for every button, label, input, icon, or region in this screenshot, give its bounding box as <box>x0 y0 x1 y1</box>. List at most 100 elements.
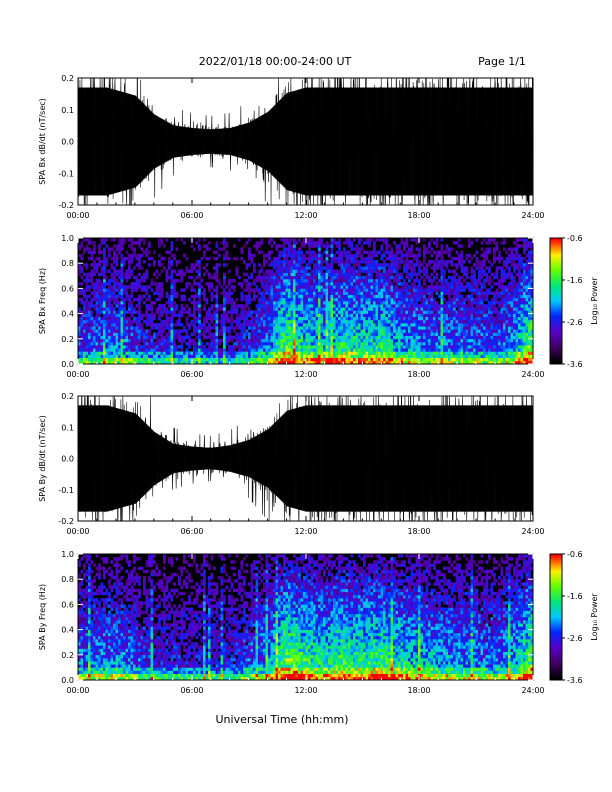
spectrogram-cell <box>315 301 319 305</box>
spectrogram-cell <box>315 357 319 362</box>
spectrogram-cell <box>190 354 194 358</box>
spectrogram-cell <box>165 313 169 318</box>
spectrogram-cell <box>298 341 301 346</box>
spectrogram-cell <box>303 360 306 365</box>
series-band <box>369 87 372 196</box>
spectrogram-cell <box>363 275 366 280</box>
spectrogram-cell <box>270 323 274 327</box>
spectrogram-cell <box>133 351 136 355</box>
spectrogram-cell <box>268 332 271 336</box>
spectrogram-cell <box>380 285 384 289</box>
spectrogram-cell <box>103 357 106 362</box>
spectrogram-cell <box>130 326 134 330</box>
spectrogram-cell <box>305 250 309 255</box>
spectrogram-cell <box>80 269 84 273</box>
spectrogram-cell <box>275 266 279 270</box>
spectrogram-cell <box>95 341 99 346</box>
spectrogram-cell <box>180 360 184 365</box>
spectrogram-cell <box>303 256 306 261</box>
spectrogram-cell <box>315 260 319 264</box>
spectrogram-cell <box>173 323 176 327</box>
spectrogram-cell <box>313 256 316 261</box>
spectrogram-cell <box>280 357 284 362</box>
spectrogram-cell <box>98 285 101 289</box>
spectrogram-cell <box>348 354 351 358</box>
spectrogram-cell <box>153 351 156 355</box>
spectrogram-cell <box>233 301 236 305</box>
spectrogram-cell <box>363 313 366 318</box>
spectrogram-cell <box>130 332 134 336</box>
spectrogram-cell <box>253 326 256 330</box>
spectrogram-cell <box>393 341 396 346</box>
spectrogram-cell <box>315 360 319 365</box>
spectrogram-cell <box>328 304 331 308</box>
spectrogram-cell <box>88 313 91 318</box>
spectrogram-cell <box>228 348 231 352</box>
spectrogram-cell <box>188 345 191 349</box>
spectrogram-cell <box>90 323 94 327</box>
spectrogram-cell <box>223 323 226 327</box>
series-band <box>460 87 462 196</box>
spectrogram-cell <box>375 323 379 327</box>
spectrogram-cell <box>313 319 316 324</box>
series-band <box>344 87 346 196</box>
spectrogram-cell <box>345 288 349 292</box>
spectrogram-cell <box>410 354 414 358</box>
spectrogram-cell <box>308 304 311 308</box>
spectrogram-cell <box>278 319 281 324</box>
spectrogram-cell <box>103 253 106 258</box>
spectrogram-cell <box>293 238 296 242</box>
spectrogram-cell <box>415 310 419 314</box>
series-band <box>150 110 152 173</box>
spectrogram-cell <box>325 329 329 333</box>
series-band <box>506 87 508 196</box>
spectrogram-cell <box>303 323 306 327</box>
spectrogram-cell <box>375 316 379 321</box>
spectrogram-cell <box>238 332 241 336</box>
spectrogram-cell <box>78 316 81 321</box>
spectrogram-cell <box>253 357 256 362</box>
series-band <box>360 87 362 196</box>
spectrogram-cell <box>245 297 249 302</box>
spectrogram-cell <box>95 335 99 340</box>
spectrogram-cell <box>308 301 311 305</box>
spectrogram-cell <box>88 247 91 251</box>
spectrogram-cell <box>275 316 279 321</box>
spectrogram-cell <box>370 285 374 289</box>
spectrogram-cell <box>180 351 184 355</box>
spectrogram-cell <box>128 260 131 264</box>
spectrogram-cell <box>260 307 264 311</box>
spectrogram-cell <box>165 307 169 311</box>
spectrogram-cell <box>350 319 354 324</box>
spectrogram-cell <box>173 360 176 365</box>
spectrogram-cell <box>278 326 281 330</box>
spectrogram-cell <box>175 357 179 362</box>
spectrogram-cell <box>115 278 119 283</box>
spectrogram-cell <box>203 244 206 248</box>
spectrogram-cell <box>93 294 96 299</box>
spectrogram-cell <box>243 323 246 327</box>
series-band <box>355 87 357 196</box>
spectrogram-cell <box>323 288 326 292</box>
spectrogram-cell <box>335 348 339 352</box>
spectrogram-cell <box>415 256 419 261</box>
spectrogram-cell <box>413 256 416 261</box>
series-band <box>183 126 185 157</box>
spectrogram-cell <box>165 338 169 343</box>
spectrogram-cell <box>408 323 411 327</box>
spectrogram-cell <box>243 351 246 355</box>
spectrogram-cell <box>95 269 99 273</box>
spectrogram-cell <box>318 319 321 324</box>
spectrogram-cell <box>390 326 394 330</box>
spectrogram-cell <box>368 238 371 242</box>
spectrogram-cell <box>288 241 291 245</box>
series-band <box>384 87 386 196</box>
spectrogram-cell <box>315 241 319 245</box>
spectrogram-cell <box>125 348 129 352</box>
spectrogram-cell <box>358 294 361 299</box>
spectrogram-cell <box>425 354 429 358</box>
spectrogram-cell <box>305 319 309 324</box>
spectrogram-cell <box>403 297 406 302</box>
spectrogram-cell <box>168 341 171 346</box>
series-band <box>239 125 241 158</box>
